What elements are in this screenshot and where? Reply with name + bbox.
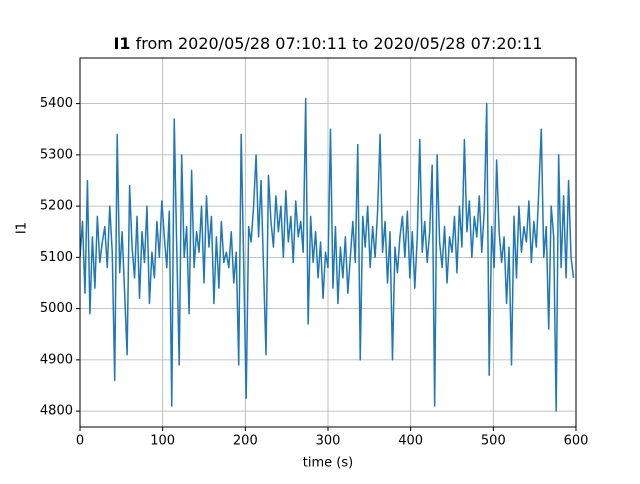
y-tick-label: 5000	[40, 301, 73, 316]
title-rest: from 2020/05/28 07:10:11 to 2020/05/28 0…	[136, 34, 543, 53]
x-tick-label: 500	[481, 434, 506, 449]
x-tick-label: 300	[316, 434, 341, 449]
x-tick-label: 100	[150, 434, 175, 449]
y-axis-label: I1	[15, 222, 30, 234]
title-name: I1	[113, 34, 130, 53]
y-tick-label: 5200	[40, 199, 73, 214]
y-tick-label: 5300	[40, 147, 73, 162]
y-tick-label: 5100	[40, 250, 73, 265]
data-line	[80, 97, 575, 412]
y-tick-label: 4900	[40, 352, 73, 367]
x-tick-label: 400	[398, 434, 423, 449]
chart-title: I1 from 2020/05/28 07:10:11 to 2020/05/2…	[113, 34, 542, 53]
x-axis-label: time (s)	[303, 456, 353, 471]
y-tick-label: 5400	[40, 96, 73, 111]
plot-frame	[79, 57, 577, 428]
x-tick-label: 0	[76, 434, 84, 449]
x-tick-label: 200	[233, 434, 258, 449]
y-tick-label: 4800	[40, 404, 73, 419]
x-tick-label: 600	[564, 434, 589, 449]
